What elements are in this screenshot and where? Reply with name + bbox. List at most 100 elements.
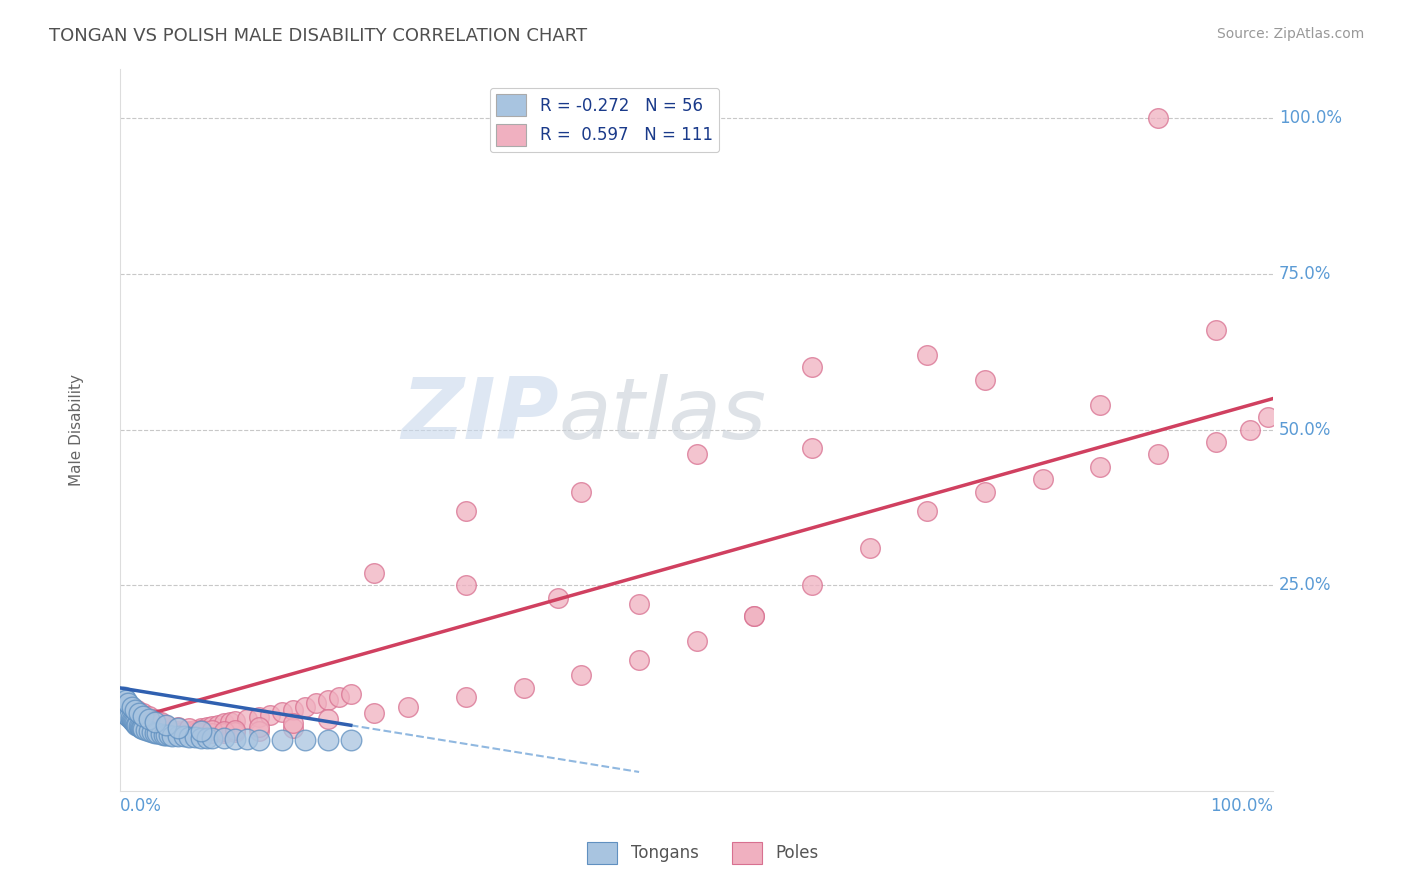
Point <box>160 723 183 737</box>
Point <box>294 733 316 747</box>
Point <box>305 697 328 711</box>
Point <box>247 720 270 734</box>
Point <box>270 732 292 747</box>
Point <box>513 681 536 695</box>
Point <box>218 715 240 730</box>
Point <box>146 723 169 737</box>
Point <box>138 723 160 738</box>
Point <box>212 731 235 746</box>
Point <box>118 710 141 724</box>
Point <box>166 729 188 743</box>
Point <box>917 503 939 517</box>
Point <box>127 711 149 725</box>
Point <box>141 722 163 736</box>
Text: 50.0%: 50.0% <box>1279 421 1331 439</box>
Point <box>363 706 385 720</box>
Point <box>132 714 155 728</box>
Point <box>179 722 201 736</box>
Point <box>143 722 166 736</box>
Text: 100.0%: 100.0% <box>1279 110 1343 128</box>
Point <box>398 699 420 714</box>
Point <box>190 731 212 745</box>
Point <box>1239 423 1261 437</box>
Text: 0.0%: 0.0% <box>120 797 162 815</box>
Point <box>859 541 882 555</box>
Point <box>155 725 177 739</box>
Point <box>201 731 224 746</box>
Point <box>114 703 136 717</box>
Point <box>744 609 766 624</box>
Point <box>184 725 207 739</box>
Point <box>247 732 270 747</box>
Point <box>686 448 709 462</box>
Point <box>974 373 997 387</box>
Point <box>628 653 651 667</box>
Point <box>129 721 152 735</box>
Point <box>201 723 224 738</box>
Point <box>157 725 180 739</box>
Point <box>363 566 385 580</box>
Point <box>1205 323 1227 337</box>
Point <box>456 578 478 592</box>
Point <box>201 719 224 733</box>
Point <box>131 722 153 736</box>
Text: ZIP: ZIP <box>401 374 558 457</box>
Point <box>117 697 139 711</box>
Point <box>155 728 177 742</box>
Point <box>801 360 824 375</box>
Point <box>207 717 229 731</box>
Legend: R = -0.272   N = 56, R =  0.597   N = 111: R = -0.272 N = 56, R = 0.597 N = 111 <box>489 87 720 153</box>
Point <box>190 723 212 737</box>
Point <box>571 668 593 682</box>
Point <box>224 731 246 746</box>
Point <box>132 706 155 720</box>
Point <box>153 724 176 739</box>
Point <box>121 707 143 722</box>
Point <box>247 723 270 738</box>
Point <box>212 716 235 731</box>
Point <box>118 704 141 718</box>
Point <box>115 693 138 707</box>
Point <box>224 714 246 728</box>
Point <box>547 591 569 605</box>
Text: 25.0%: 25.0% <box>1279 576 1331 594</box>
Point <box>149 727 172 741</box>
Point <box>166 723 188 738</box>
Point <box>201 726 224 740</box>
Point <box>132 709 155 723</box>
Point <box>146 726 169 740</box>
Point <box>456 503 478 517</box>
Point <box>247 710 270 724</box>
Point <box>127 703 149 717</box>
Point <box>115 707 138 722</box>
Point <box>1147 112 1170 126</box>
Point <box>190 726 212 740</box>
Text: Male Disability: Male Disability <box>69 374 84 485</box>
Point <box>236 731 259 746</box>
Point <box>138 709 160 723</box>
Point <box>179 725 201 739</box>
Point <box>143 718 166 732</box>
Point <box>212 725 235 739</box>
Point <box>138 712 160 726</box>
Point <box>141 725 163 739</box>
Text: 75.0%: 75.0% <box>1279 265 1331 283</box>
Point <box>270 705 292 719</box>
Point <box>686 634 709 648</box>
Point <box>166 722 188 736</box>
Point <box>121 714 143 728</box>
Point <box>115 699 138 714</box>
Point <box>121 699 143 714</box>
Point <box>160 725 183 739</box>
Point <box>143 725 166 739</box>
Point <box>236 712 259 726</box>
Point <box>115 707 138 722</box>
Point <box>328 690 350 705</box>
Point <box>1090 398 1112 412</box>
Point <box>173 724 195 739</box>
Point <box>149 720 172 734</box>
Point <box>112 701 135 715</box>
Point <box>316 712 339 726</box>
Point <box>339 687 361 701</box>
Point <box>153 728 176 742</box>
